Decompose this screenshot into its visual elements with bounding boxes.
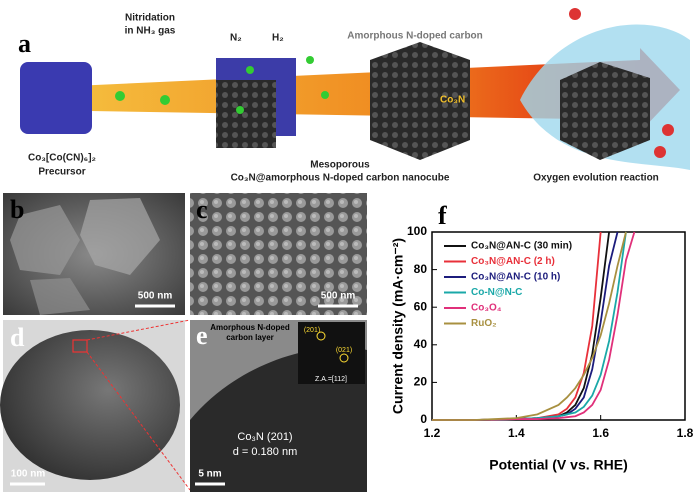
annotation: d = 0.180 nm <box>233 446 298 458</box>
oer-cube <box>560 62 650 160</box>
annotation: Mesoporous <box>310 160 370 171</box>
precursor-cube <box>20 62 92 134</box>
legend-text: H₂ <box>272 33 284 44</box>
y-tick-label: 100 <box>407 224 427 238</box>
legend-label: Co₃N@AN-C (10 h) <box>471 272 560 283</box>
x-tick-label: 1.4 <box>508 426 525 440</box>
annotation: Co₃N (201) <box>237 431 292 443</box>
y-tick-label: 40 <box>414 337 428 351</box>
annotation: Precursor <box>38 167 85 178</box>
x-tick-label: 1.2 <box>424 426 441 440</box>
y-tick-label: 80 <box>414 262 428 276</box>
annotation: Oxygen evolution reaction <box>533 173 659 184</box>
fft-inset <box>298 322 365 384</box>
legend-label: RuO₂ <box>471 318 497 329</box>
annotation: Nitridation <box>125 13 175 24</box>
legend-label: Co₃N@AN-C (30 min) <box>471 241 572 252</box>
scale-bar: 100 nm <box>11 469 46 480</box>
panel-b: b 500 nm <box>3 193 185 315</box>
annotation: Co₃N@amorphous N-doped carbon nanocube <box>231 173 450 184</box>
y-tick-label: 0 <box>420 412 427 426</box>
panel-label: e <box>196 321 208 350</box>
process-arrow <box>30 60 640 120</box>
annotation: Co₃N <box>440 95 465 106</box>
legend-text: N₂ <box>230 33 242 44</box>
annotation: Amorphous N-doped carbon <box>347 31 483 42</box>
scale-bar: 5 nm <box>198 469 221 480</box>
panel-c: c 500 nm <box>190 193 367 315</box>
panel-label: a <box>18 29 31 58</box>
annotation: carbon layer <box>226 333 274 342</box>
annotation: Co₃[Co(CN)₆]₂ <box>28 153 96 164</box>
legend-label: Co₃N@AN-C (2 h) <box>471 256 555 267</box>
scale-bar: 500 nm <box>321 291 356 302</box>
legend-label: Co₃O₄ <box>471 303 502 314</box>
y-axis-label: Current density (mA·cm⁻²) <box>390 238 406 414</box>
annotation: (201) <box>304 327 320 334</box>
x-tick-label: 1.8 <box>677 426 694 440</box>
annotation: (021) <box>336 347 352 354</box>
panel-label: c <box>196 195 208 224</box>
annotation: Z.A.=[112] <box>315 376 347 383</box>
panel-f: f 1.2 1.4 1.6 1.8 0 20 40 60 80 100 Potential (V v… <box>390 201 694 473</box>
sem-image <box>190 193 367 315</box>
panel-e: e Amorphous N-doped carbon layer (201) (… <box>190 320 367 492</box>
plot-frame <box>431 231 686 421</box>
x-axis-label: Potential (V vs. RHE) <box>489 457 627 473</box>
panel-d: d 100 nm <box>0 319 191 492</box>
panel-label: b <box>10 195 24 224</box>
nanocube <box>370 42 470 160</box>
data-line <box>432 231 627 421</box>
panel-a: a Nitridation in NH₃ gas N₂ H₂ Amorphous… <box>18 8 690 184</box>
scale-bar: 500 nm <box>138 291 173 302</box>
panel-label: f <box>438 201 447 230</box>
carbon-growth <box>216 80 276 148</box>
annotation: in NH₃ gas <box>125 26 176 37</box>
x-tick-label: 1.6 <box>592 426 609 440</box>
data-line <box>432 231 636 421</box>
panel-label: d <box>10 323 25 352</box>
y-tick-label: 60 <box>414 299 428 313</box>
y-tick-label: 20 <box>414 375 428 389</box>
legend-label: Co-N@N-C <box>471 287 522 298</box>
annotation: Amorphous N-doped <box>210 323 290 332</box>
